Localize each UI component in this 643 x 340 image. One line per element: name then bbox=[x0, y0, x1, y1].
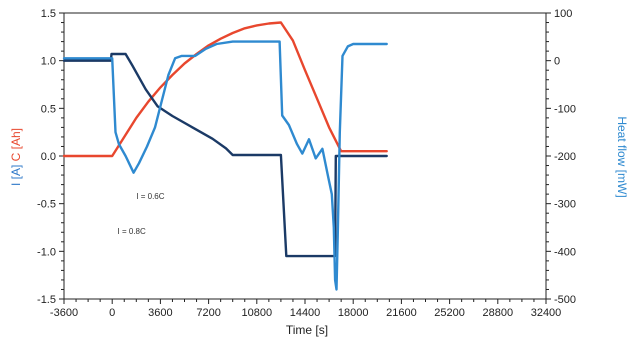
y-right-tick-label: -400 bbox=[554, 246, 576, 258]
x-tick-label: 7200 bbox=[196, 307, 220, 319]
y-left-tick-label: -1.0 bbox=[37, 246, 56, 258]
y-left-tick-label: 1.5 bbox=[41, 8, 56, 20]
annotation-layer: I = 0.6C I = 0.8C bbox=[118, 192, 165, 236]
x-tick-label: 0 bbox=[109, 307, 115, 319]
x-tick-label: 14400 bbox=[290, 307, 321, 319]
y-left-tick-label: -0.5 bbox=[37, 199, 56, 211]
y-right-tick-label: -300 bbox=[554, 199, 576, 211]
y-right-tick-label: -500 bbox=[554, 294, 576, 306]
x-tick-label: 28800 bbox=[483, 307, 514, 319]
y-axis-left-title: I [A] C [Ah] bbox=[9, 128, 23, 186]
y-left-tick-label: -1.5 bbox=[37, 294, 56, 306]
y-axis-left-title-part: I [A] bbox=[9, 165, 23, 186]
chart-annotation: I = 0.8C bbox=[118, 227, 146, 236]
y-left-tick-label: 0.5 bbox=[41, 103, 56, 115]
y-left-tick-label: 0.0 bbox=[41, 151, 56, 163]
y-right-tick-label: -100 bbox=[554, 103, 576, 115]
x-tick-label: -3600 bbox=[50, 307, 78, 319]
series-line-1 bbox=[62, 21, 388, 158]
y-right-tick-label: 100 bbox=[554, 8, 572, 20]
x-tick-label: 18000 bbox=[338, 307, 369, 319]
x-tick-label: 32400 bbox=[531, 307, 562, 319]
y-axis-left-title-part: C [Ah] bbox=[9, 128, 23, 165]
y-axis-right: 100 0 -100 -200 -300 -400 -500 bbox=[546, 8, 576, 306]
x-axis: -3600 0 3600 7200 10800 14400 18000 21600 25200 2… bbox=[50, 299, 561, 319]
chart-annotation: I = 0.6C bbox=[136, 192, 164, 201]
x-tick-label: 3600 bbox=[148, 307, 172, 319]
y-left-tick-label: 1.0 bbox=[41, 56, 56, 68]
x-axis-title: Time [s] bbox=[286, 323, 328, 337]
series-line-3 bbox=[62, 40, 388, 291]
series-layer bbox=[62, 21, 388, 291]
y-right-tick-label: 0 bbox=[554, 56, 560, 68]
y-axis-left: 1.5 1.0 0.5 0.0 -0.5 -1.0 -1.5 bbox=[37, 8, 64, 306]
x-tick-label: 21600 bbox=[386, 307, 417, 319]
y-axis-right-title: Heat flow [mW] bbox=[615, 116, 629, 197]
x-tick-label: 25200 bbox=[434, 307, 465, 319]
y-right-tick-label: -200 bbox=[554, 151, 576, 163]
x-tick-label: 10800 bbox=[242, 307, 273, 319]
